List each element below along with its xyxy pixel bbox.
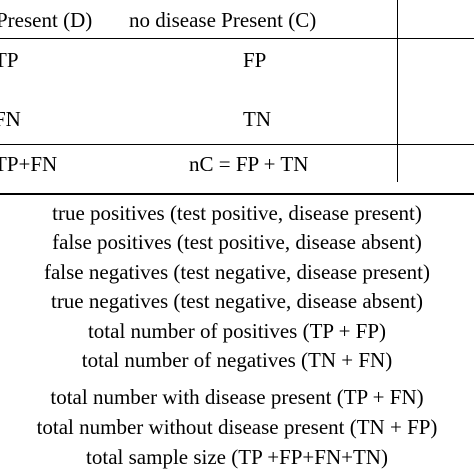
header-no-disease-present: no disease Present (C) [129, 8, 317, 32]
cell-fn: FN [0, 107, 21, 131]
column-divider-upper [397, 0, 398, 38]
definition-item: total number with disease present (TP + … [50, 385, 424, 409]
total-left: TP+FN [0, 152, 58, 176]
header-disease-present: Present (D) [0, 8, 93, 32]
definition-item: true positives (test positive, disease p… [52, 201, 422, 225]
header-rule [0, 38, 474, 39]
column-divider-lower [397, 144, 398, 182]
totals-rule [0, 144, 474, 145]
definition-item: total number of positives (TP + FP) [87, 319, 387, 343]
cell-tn: TN [243, 107, 271, 131]
definition-item: true negatives (test negative, disease a… [50, 289, 424, 313]
definition-item: total number of negatives (TN + FN) [81, 348, 393, 372]
definition-item: false negatives (test negative, disease … [43, 260, 430, 284]
cell-tp: TP [0, 48, 19, 72]
definition-item: total sample size (TP +FP+FN+TN) [86, 445, 388, 469]
definition-item: total number without disease present (TN… [36, 415, 438, 439]
definition-item: false positives (test positive, disease … [52, 230, 422, 254]
total-right: nC = FP + TN [189, 152, 309, 176]
column-divider-middle [397, 38, 398, 144]
cell-fp: FP [243, 48, 267, 72]
table-bottom-rule [0, 193, 474, 195]
